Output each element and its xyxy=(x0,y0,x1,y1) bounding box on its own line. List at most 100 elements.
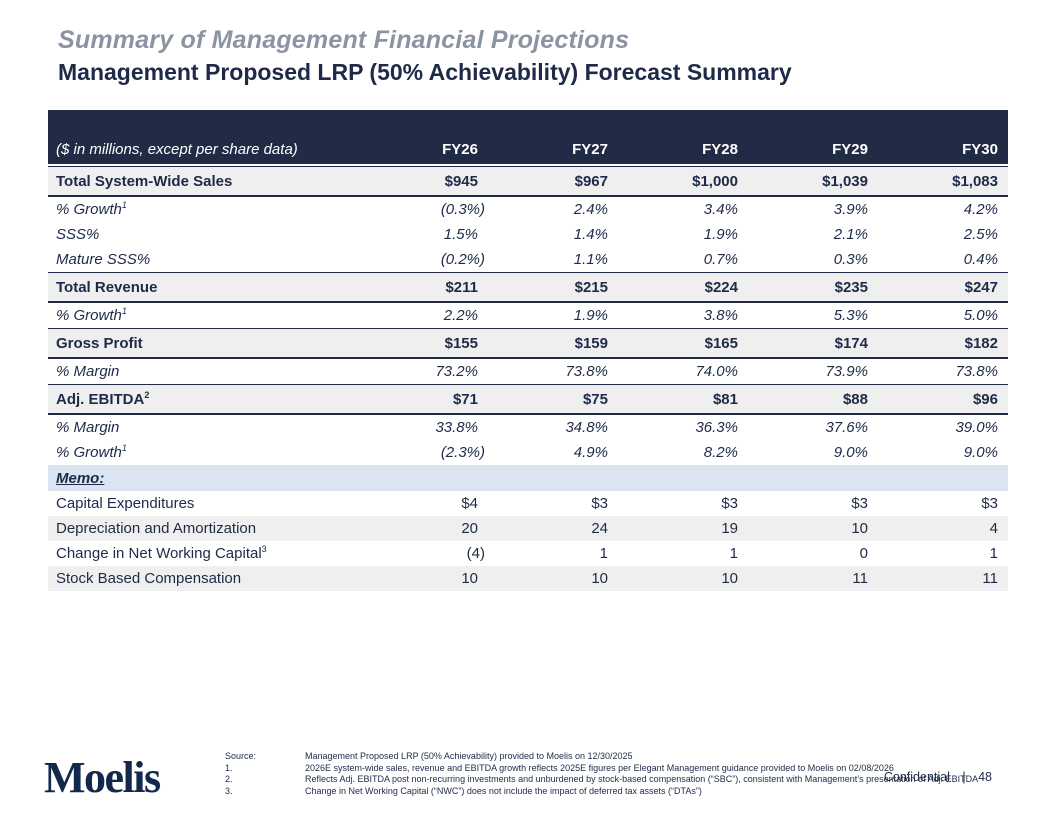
row-value: 1 xyxy=(888,541,1008,566)
row-value: 34.8% xyxy=(565,419,608,436)
row-value: 10 xyxy=(628,566,758,591)
table-row-stock-based-compensation: Stock Based Compensation 10 10 10 11 11 xyxy=(48,566,1008,591)
moelis-logo: Moelis xyxy=(44,753,161,802)
table-row-capital-expenditures: Capital Expenditures $4 $3 $3 $3 $3 xyxy=(48,491,1008,516)
row-value: 1 xyxy=(498,541,628,566)
row-value: 10 xyxy=(498,566,628,591)
footnote-superscript: 2 xyxy=(144,389,150,400)
row-value: $945 xyxy=(368,166,498,197)
source-line: Source: Management Proposed LRP (50% Ach… xyxy=(225,751,978,763)
row-value: $3 xyxy=(888,491,1008,516)
row-value xyxy=(498,465,628,491)
row-value xyxy=(888,465,1008,491)
row-label: Total System-Wide Sales xyxy=(48,166,368,197)
row-value: 2.1% xyxy=(833,226,868,243)
row-value: $174 xyxy=(758,328,888,359)
row-value: 0.3% xyxy=(833,251,868,268)
row-value: 36.3% xyxy=(695,419,738,436)
source-text: Management Proposed LRP (50% Achievabili… xyxy=(305,751,633,761)
footnote-line-2: 2. Reflects Adj. EBITDA post non-recurrin… xyxy=(225,774,978,786)
row-value: 4.2% xyxy=(963,201,998,218)
row-value: $215 xyxy=(498,272,628,303)
row-value: 4.9% xyxy=(573,444,608,461)
column-header-fy29: FY29 xyxy=(758,110,888,166)
row-value: $1,039 xyxy=(758,166,888,197)
table-header-row: ($ in millions, except per share data) F… xyxy=(48,110,1008,166)
footnote-number: 2. xyxy=(225,774,233,784)
row-value: (4) xyxy=(368,541,498,566)
row-label: Mature SSS% xyxy=(56,251,151,268)
page-number: 48 xyxy=(978,770,992,784)
row-value: $235 xyxy=(758,272,888,303)
row-value: 2.4% xyxy=(573,201,608,218)
row-value: 73.8% xyxy=(955,363,998,380)
row-value: $3 xyxy=(628,491,758,516)
table-row-growth: % Growth1 2.2% 1.9% 3.8% 5.3% 5.0% xyxy=(48,303,1008,328)
table-row-change-in-net-working-capital: Change in Net Working Capital3 (4) 1 1 0 1 xyxy=(48,541,1008,566)
footnote-text: 2026E system-wide sales, revenue and EBI… xyxy=(305,762,894,773)
row-value: $165 xyxy=(628,328,758,359)
confidential-label: Confidential xyxy=(883,770,950,784)
row-value: $182 xyxy=(888,328,1008,359)
row-value: (2.3%) xyxy=(440,444,485,461)
row-label: Stock Based Compensation xyxy=(48,566,368,591)
row-value: $155 xyxy=(368,328,498,359)
row-value: 0.4% xyxy=(963,251,998,268)
table-body: Total System-Wide Sales $945 $967 $1,000 $1,… xyxy=(48,166,1008,591)
row-value: $967 xyxy=(498,166,628,197)
row-value: 3.8% xyxy=(703,307,738,324)
row-value: $96 xyxy=(888,384,1008,415)
footnote-text: Change in Net Working Capital (“NWC”) do… xyxy=(305,785,702,796)
footnote-line-3: 3. Change in Net Working Capital (“NWC”) … xyxy=(225,786,978,798)
row-value: 11 xyxy=(758,566,888,591)
table-row-gross-profit: Gross Profit $155 $159 $165 $174 $182 xyxy=(48,328,1008,359)
row-label: Memo: xyxy=(48,465,368,491)
row-label: Adj. EBITDA2 xyxy=(48,384,368,415)
row-value: $159 xyxy=(498,328,628,359)
row-value: 9.0% xyxy=(833,444,868,461)
row-value: $211 xyxy=(368,272,498,303)
row-label: Gross Profit xyxy=(48,328,368,359)
row-value: 39.0% xyxy=(955,419,998,436)
row-value: 73.9% xyxy=(825,363,868,380)
row-value: $3 xyxy=(758,491,888,516)
row-value xyxy=(368,465,498,491)
confidential-footer: Confidential | 48 xyxy=(884,770,992,784)
row-value: $224 xyxy=(628,272,758,303)
row-label: Capital Expenditures xyxy=(48,491,368,516)
row-value: 10 xyxy=(368,566,498,591)
row-value xyxy=(628,465,758,491)
row-label: % Growth1 xyxy=(56,306,127,325)
row-label: Change in Net Working Capital3 xyxy=(48,541,368,566)
table-row-depreciation-and-amortization: Depreciation and Amortization 20 24 19 10 4 xyxy=(48,516,1008,541)
row-value: 0.7% xyxy=(703,251,738,268)
footnote-number: 1. xyxy=(225,762,233,773)
row-value: 11 xyxy=(888,566,1008,591)
row-value: $3 xyxy=(498,491,628,516)
row-value: 19 xyxy=(628,516,758,541)
row-value: $71 xyxy=(368,384,498,415)
row-value: $1,000 xyxy=(628,166,758,197)
row-value: 1 xyxy=(628,541,758,566)
slide-title: Management Proposed LRP (50% Achievabili… xyxy=(58,59,792,85)
footnote-number: 3. xyxy=(225,785,233,796)
row-value: 8.2% xyxy=(703,444,738,461)
row-value: (0.2%) xyxy=(440,251,485,268)
column-header-fy30: FY30 xyxy=(888,110,1008,166)
source-label: Source: xyxy=(225,751,257,761)
footnotes-block: Source: Management Proposed LRP (50% Ach… xyxy=(225,751,978,797)
row-value: 10 xyxy=(758,516,888,541)
row-label: Depreciation and Amortization xyxy=(48,516,368,541)
table-row-sss: SSS% 1.5% 1.4% 1.9% 2.1% 2.5% xyxy=(48,222,1008,247)
row-value: 0 xyxy=(758,541,888,566)
row-value: 1.5% xyxy=(443,226,478,243)
table-row-total-revenue: Total Revenue $211 $215 $224 $235 $247 xyxy=(48,272,1008,303)
table-row-mature-sss: Mature SSS% (0.2%) 1.1% 0.7% 0.3% 0.4% xyxy=(48,247,1008,272)
table-row-total-system-wide-sales: Total System-Wide Sales $945 $967 $1,000 $1,… xyxy=(48,166,1008,197)
slide-subtitle: Summary of Management Financial Projecti… xyxy=(58,26,630,54)
financial-projections-table: ($ in millions, except per share data) F… xyxy=(48,110,1008,591)
footnote-superscript: 3 xyxy=(261,544,267,554)
footnote-line-1: 1. 2026E system-wide sales, revenue and E… xyxy=(225,763,978,775)
row-value: 24 xyxy=(498,516,628,541)
footer-separator: | xyxy=(962,770,966,784)
